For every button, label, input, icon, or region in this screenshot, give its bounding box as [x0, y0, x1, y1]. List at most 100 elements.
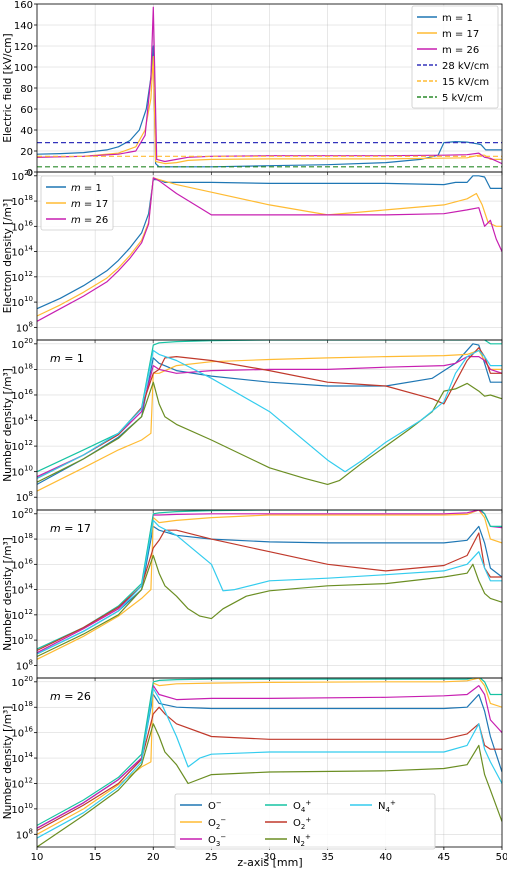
y-tick-label: 160	[14, 0, 33, 11]
grid	[36, 172, 503, 340]
x-tick-label: 30	[263, 852, 276, 863]
legend-label: 15 kV/cm	[442, 77, 489, 88]
panel-label: m = 26	[50, 690, 91, 703]
y-tick-label: 108	[16, 827, 33, 841]
legend-label: m = 26	[71, 215, 108, 226]
y-tick-label: 108	[16, 320, 33, 334]
legend-label: m = 1	[71, 183, 102, 194]
panel-label: m = 1	[50, 352, 84, 365]
y-tick-label: 1020	[11, 169, 33, 183]
series-line-2-6	[37, 349, 502, 479]
x-tick-label: 15	[89, 852, 102, 863]
legend-label: O−​	[208, 799, 222, 812]
y-tick-label: 40	[20, 126, 33, 137]
y-axis-label: Number density [/m³]	[2, 706, 14, 820]
y-tick-label: 0	[27, 168, 33, 179]
x-axis-label: z-axis [mm]	[237, 856, 302, 869]
series-line-3-1	[37, 510, 502, 660]
legend-label: m = 17	[71, 199, 108, 210]
y-tick-label: 1010	[11, 465, 33, 479]
y-tick-label: 1014	[11, 245, 33, 259]
y-tick-label: 1018	[11, 700, 33, 714]
series-line-2-2	[37, 356, 502, 478]
series-line-1-0	[37, 175, 502, 310]
panel-label: m = 17	[50, 522, 91, 535]
y-tick-label: 1020	[11, 675, 33, 689]
series-line-2-5	[37, 381, 502, 485]
y-tick-label: 1020	[11, 337, 33, 351]
y-tick-label: 1016	[11, 557, 33, 571]
legend-box	[40, 175, 114, 231]
x-tick-label: 20	[147, 852, 160, 863]
series-line-4-5	[37, 723, 502, 847]
legend: m = 1 m = 17 m = 26 28 kV/cm 15 kV/cm 5 kV/cm	[411, 5, 499, 109]
series-line-1-2	[37, 177, 502, 322]
x-tick-label: 35	[321, 852, 334, 863]
y-axis-label: Number density [/m³]	[2, 368, 14, 482]
legend-label: m = 17	[442, 29, 479, 40]
y-tick-label: 1014	[11, 751, 33, 765]
x-tick-label: 10	[31, 852, 44, 863]
legend: m = 1 m = 17 m = 26	[40, 175, 114, 231]
y-tick-label: 1012	[11, 439, 33, 453]
series-line-3-5	[37, 554, 502, 658]
legend-label: m = 26	[442, 45, 479, 56]
y-tick-label: 20	[20, 147, 33, 158]
series-line-0-2	[37, 6, 502, 165]
legend-label: 5 kV/cm	[442, 93, 483, 104]
y-tick-label: 100	[14, 63, 33, 74]
y-axis-label: Number density [/m³]	[2, 537, 14, 651]
y-tick-label: 1016	[11, 219, 33, 233]
series-line-1-1	[37, 177, 502, 317]
y-axis-label: Electric field [kV/cm]	[2, 33, 14, 142]
y-tick-label: 1012	[11, 608, 33, 622]
y-tick-label: 1016	[11, 388, 33, 402]
legend-label: O2​+​	[293, 816, 311, 831]
series-group	[37, 678, 502, 847]
y-tick-label: 1014	[11, 414, 33, 428]
series-group	[37, 6, 502, 168]
y-tick-label: 1010	[11, 633, 33, 647]
legend-label: O4​+​	[293, 799, 311, 814]
y-tick-label: 140	[14, 21, 33, 32]
y-tick-label: 1014	[11, 583, 33, 597]
y-axis-label: Electron density [/m³]	[2, 199, 14, 313]
legend-label: m = 1	[442, 13, 473, 24]
series-line-0-1	[37, 55, 502, 165]
panel-1: 108 1010 1012 1014 1016 1018 1020 Electron dens…	[2, 169, 503, 343]
y-tick-label: 1018	[11, 362, 33, 376]
y-tick-label: 1018	[11, 194, 33, 208]
series-line-3-6	[37, 519, 502, 655]
y-tick-label: 1010	[11, 295, 33, 309]
series-group	[37, 175, 502, 322]
y-tick-label: 108	[16, 658, 33, 672]
panel-4: 108 1010 1012 1014 1016 1018 1020 10 15 20 25 30 35 4…	[2, 675, 507, 863]
x-tick-label: 45	[438, 852, 451, 863]
panel-0: 0 20 40 60 80 100 120 140 160 Electric field [kV/…	[2, 0, 503, 179]
legend-label: O2​−​	[208, 816, 226, 831]
y-tick-label: 1020	[11, 507, 33, 521]
series-line-3-0	[37, 525, 502, 655]
y-tick-label: 1010	[11, 802, 33, 816]
grid	[36, 510, 503, 678]
x-tick-label: 40	[379, 852, 392, 863]
y-tick-label: 80	[20, 84, 33, 95]
x-tick-label: 25	[205, 852, 218, 863]
series-line-4-2	[37, 684, 502, 829]
legend-box	[411, 5, 499, 109]
species-legend: O−​ O2​−​ O3​−​ O4​+​ O2​+​ N2​+​ N4​+​	[174, 793, 436, 850]
y-tick-label: 1012	[11, 776, 33, 790]
legend-label: O3​−​	[208, 833, 226, 848]
y-tick-label: 1018	[11, 532, 33, 546]
legend-label: N4​+​	[378, 799, 396, 814]
panel-2: 108 1010 1012 1014 1016 1018 1020 Number densit…	[2, 337, 503, 513]
series-group	[37, 340, 502, 492]
x-tick-label: 50	[496, 852, 507, 863]
legend-label: 28 kV/cm	[442, 61, 489, 72]
panel-3: 108 1010 1012 1014 1016 1018 1020 Number densit…	[2, 507, 503, 681]
legend-label: N2​+​	[293, 833, 311, 848]
series-line-4-3	[37, 678, 502, 826]
